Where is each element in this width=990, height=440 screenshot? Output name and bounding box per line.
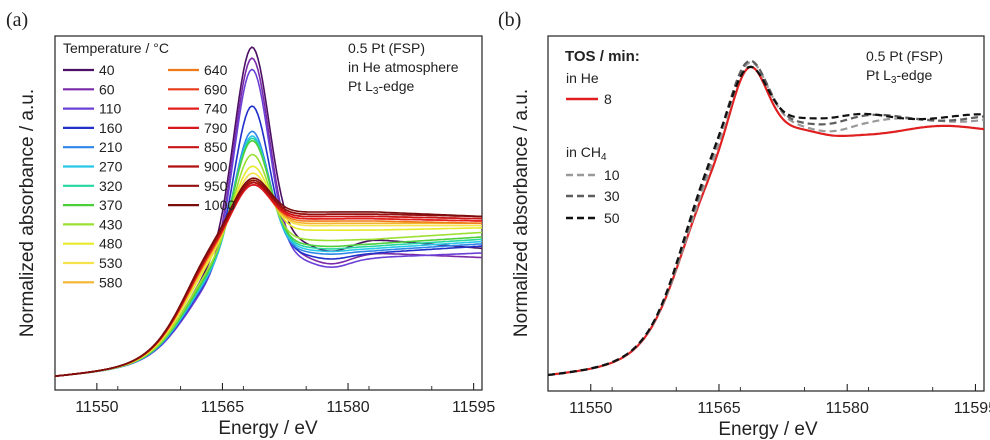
- series-line-8: [547, 65, 985, 377]
- legend-label-50: 50: [604, 210, 620, 226]
- panel-a-plot-frame: [54, 35, 483, 391]
- panel-a-curves: [54, 46, 483, 377]
- legend-label-850: 850: [204, 139, 228, 155]
- x-tick-label: 11565: [697, 400, 740, 417]
- legend-label-370: 370: [99, 197, 123, 213]
- legend-label-640: 640: [204, 62, 228, 78]
- panel-b-legend-title: TOS / min:: [565, 48, 640, 65]
- panel-b-legend: TOS / min: in He in CH4 8 10 30 50: [565, 48, 640, 226]
- panel-a-annotation: 0.5 Pt (FSP) in He atmosphere Pt L3-edge: [348, 40, 459, 97]
- legend-label-580: 580: [99, 274, 123, 290]
- panel-b-annotation: 0.5 Pt (FSP) Pt L3-edge: [866, 48, 943, 86]
- panel-b: (b) 11550 11565 11580 11595 Energy / eV Nor…: [498, 9, 990, 440]
- legend-label-430: 430: [99, 216, 123, 232]
- panel-a-annotation-line-1: 0.5 Pt (FSP): [348, 40, 425, 56]
- legend-label-8: 8: [604, 91, 612, 107]
- panel-b-curves: [547, 59, 985, 377]
- x-tick-label: 11595: [954, 400, 990, 417]
- series-line-1000: [54, 177, 483, 377]
- legend-label-690: 690: [204, 81, 228, 97]
- legend-label-30: 30: [604, 188, 620, 204]
- x-tick-label: 11565: [201, 399, 244, 416]
- panel-a-annotation-line-2: in He atmosphere: [348, 59, 459, 75]
- x-tick-label: 11550: [75, 399, 118, 416]
- panel-a-legend: Temperature / °C 40 60 110 160 210 270 320 370 4…: [63, 40, 235, 290]
- series-line-50: [547, 65, 985, 377]
- panel-b-x-ticks: 11550 11565 11580 11595: [547, 384, 990, 417]
- legend-label-60: 60: [99, 81, 115, 97]
- legend-label-210: 210: [99, 139, 123, 155]
- legend-label-900: 900: [204, 159, 228, 175]
- legend-label-950: 950: [204, 178, 228, 194]
- legend-label-320: 320: [99, 178, 123, 194]
- panel-b-legend-group-he: in He: [566, 70, 599, 86]
- x-tick-label: 11595: [452, 399, 495, 416]
- panel-a-label: (a): [6, 9, 28, 31]
- panel-a-legend-title: Temperature / °C: [63, 40, 169, 56]
- legend-label-1000: 1000: [204, 197, 235, 213]
- legend-label-740: 740: [204, 101, 228, 117]
- legend-label-160: 160: [99, 120, 123, 136]
- legend-label-530: 530: [99, 255, 123, 271]
- legend-label-10: 10: [604, 167, 620, 183]
- legend-label-480: 480: [99, 236, 123, 252]
- panel-a: (a) 11550 11565 11580 11595 Energy / eV Nor…: [6, 9, 495, 439]
- x-tick-label: 11580: [326, 399, 369, 416]
- legend-label-110: 110: [99, 101, 122, 117]
- panel-b-annotation-line-2: Pt L3-edge: [866, 67, 932, 86]
- panel-a-y-axis-label: Normalized absorbance / a.u.: [17, 89, 38, 337]
- panel-b-legend-group-ch4: in CH4: [566, 144, 607, 163]
- panel-a-annotation-line-3: Pt L3-edge: [348, 78, 414, 97]
- panel-b-x-axis-label: Energy / eV: [718, 419, 818, 440]
- legend-label-270: 270: [99, 159, 123, 175]
- panel-b-plot-frame: [547, 35, 985, 392]
- panel-b-annotation-line-1: 0.5 Pt (FSP): [866, 48, 943, 64]
- legend-label-40: 40: [99, 62, 115, 78]
- legend-label-790: 790: [204, 120, 228, 136]
- panel-b-label: (b): [498, 9, 521, 31]
- panel-a-x-ticks: 11550 11565 11580 11595: [54, 383, 495, 416]
- x-tick-label: 11580: [826, 400, 869, 417]
- panel-a-x-axis-label: Energy / eV: [218, 418, 318, 439]
- panel-b-y-axis-label: Normalized absorbance / a.u.: [511, 89, 532, 337]
- x-tick-label: 11550: [569, 400, 612, 417]
